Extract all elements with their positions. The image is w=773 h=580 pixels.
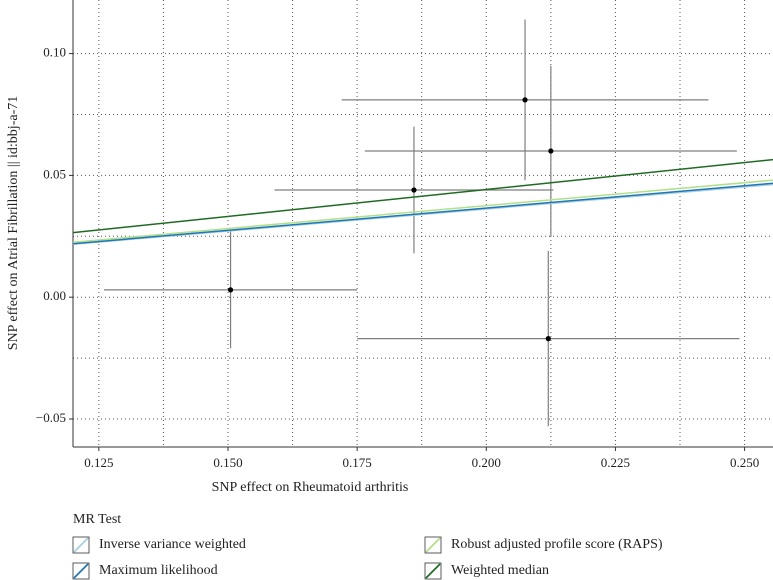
legend-swatch bbox=[73, 537, 89, 553]
legend-label: Weighted median bbox=[451, 563, 549, 578]
x-tick-label: 0.200 bbox=[472, 455, 501, 470]
point bbox=[548, 148, 554, 154]
mr-line bbox=[73, 182, 773, 245]
x-tick-label: 0.225 bbox=[601, 455, 630, 470]
y-tick-label: 0.00 bbox=[43, 288, 66, 303]
legend-label: Maximum likelihood bbox=[99, 563, 218, 578]
point bbox=[411, 187, 417, 193]
legend-swatch bbox=[73, 563, 89, 579]
legend-title: MR Test bbox=[73, 512, 121, 527]
legend-label: Robust adjusted profile score (RAPS) bbox=[451, 537, 663, 552]
x-tick-label: 0.175 bbox=[343, 455, 372, 470]
y-tick-label: 0.10 bbox=[43, 45, 66, 60]
point bbox=[227, 287, 234, 293]
y-tick-label: 0.05 bbox=[43, 166, 66, 181]
x-tick-label: 0.125 bbox=[84, 455, 113, 470]
mr-line bbox=[73, 158, 773, 234]
legend-label: Inverse variance weighted bbox=[99, 537, 246, 552]
y-tick-label: −0.05 bbox=[36, 410, 66, 425]
y-axis-title: SNP effect on Atrial Fibrillation || id:… bbox=[6, 96, 21, 350]
legend-swatch bbox=[425, 563, 441, 579]
point bbox=[545, 335, 551, 342]
x-tick-label: 0.150 bbox=[213, 455, 242, 470]
x-tick-label: 0.250 bbox=[730, 455, 759, 470]
mr-line bbox=[73, 179, 773, 243]
x-axis-title: SNP effect on Rheumatoid arthritis bbox=[212, 480, 409, 495]
point bbox=[522, 97, 528, 103]
legend-swatch bbox=[425, 537, 441, 553]
plot-area bbox=[73, 19, 773, 427]
